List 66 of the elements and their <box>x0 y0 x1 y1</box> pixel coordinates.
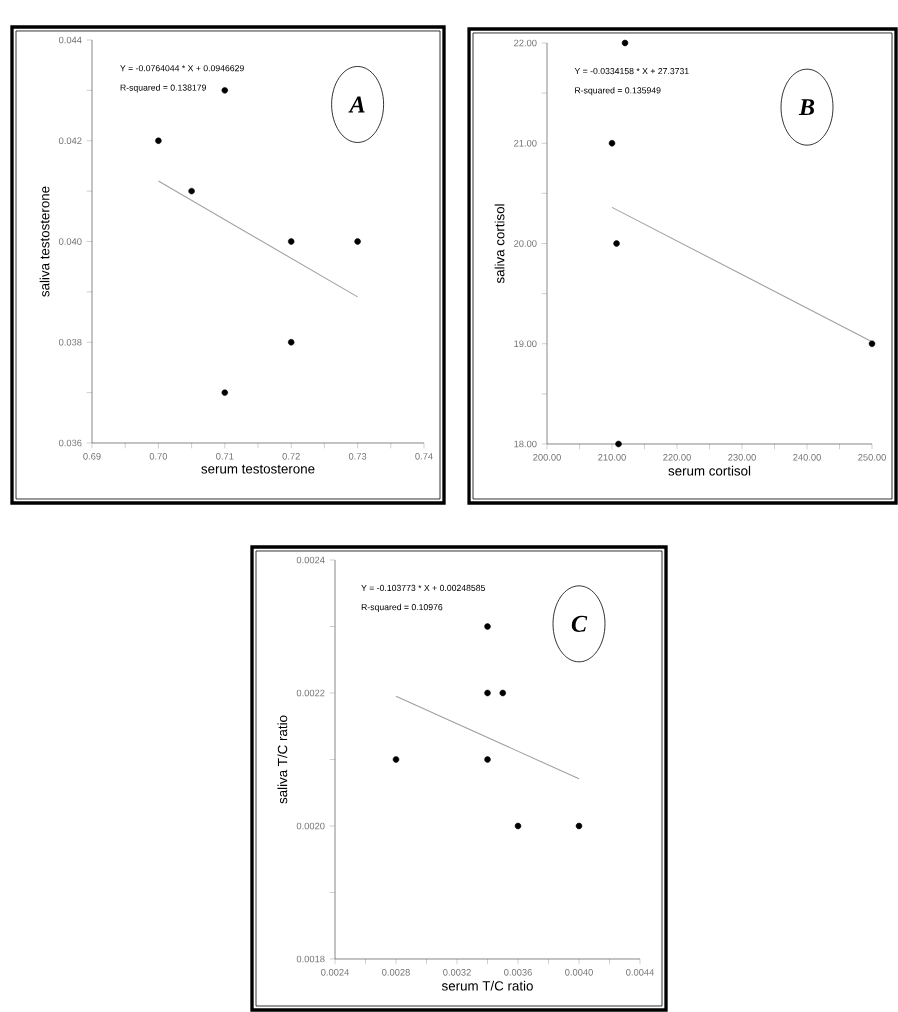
y-axis-title: saliva testosterone <box>39 186 50 297</box>
x-axis-title: serum T/C ratio <box>441 980 533 991</box>
y-tick-label: 0.0020 <box>296 822 325 830</box>
y-tick-label: 0.040 <box>58 238 82 245</box>
y-tick-label: 18.00 <box>514 440 537 448</box>
x-tick-label: 210.00 <box>598 454 626 461</box>
point <box>354 238 361 245</box>
y-axis-title: saliva T/C ratio <box>277 715 288 804</box>
point <box>613 240 620 247</box>
x-tick-label: 0.0044 <box>626 969 654 976</box>
x-tick-label: 240.00 <box>793 454 821 461</box>
y-tick-label: 0.0024 <box>296 556 325 564</box>
x-tick-label: 0.0024 <box>321 969 349 976</box>
y-tick-label: 0.0018 <box>296 955 325 963</box>
y-axis-title: saliva cortisol <box>494 204 505 284</box>
annotation: A <box>348 96 365 113</box>
point <box>514 822 522 830</box>
y-tick-label: 0.036 <box>58 439 82 447</box>
annotation: C <box>571 615 588 632</box>
annotation: Y = -0.0334158 * X + 27.3731 <box>574 68 689 75</box>
x-tick-label: 0.0036 <box>504 969 532 976</box>
y-tick-label: 20.00 <box>514 240 537 247</box>
x-tick-label: 0.0040 <box>565 969 593 976</box>
x-axis-title: serum cortisol <box>668 465 751 476</box>
annotation: R-squared = 0.10976 <box>361 603 443 612</box>
point <box>484 623 491 630</box>
annotation: Y = -0.103773 * X + 0.00248585 <box>361 584 486 591</box>
y-tick-label: 19.00 <box>514 340 537 348</box>
x-tick-label: 0.0032 <box>443 969 471 976</box>
x-tick-label: 0.69 <box>83 453 101 460</box>
point <box>484 756 491 763</box>
y-tick-label: 22.00 <box>514 39 537 47</box>
point <box>868 340 876 347</box>
annotation: R-squared = 0.135949 <box>575 87 661 96</box>
annotation: Y = -0.0764044 * X + 0.0946629 <box>120 65 244 72</box>
y-tick-label: 0.042 <box>58 137 82 145</box>
point <box>155 137 162 144</box>
annotation: R-squared = 0.138179 <box>120 84 207 93</box>
x-tick-label: 0.71 <box>216 453 234 460</box>
y-tick-label: 21.00 <box>514 139 537 147</box>
x-tick-label: 0.72 <box>282 453 300 460</box>
point <box>221 87 228 94</box>
point <box>499 689 506 697</box>
point <box>615 440 622 448</box>
x-axis-title: serum testosterone <box>201 464 315 474</box>
x-tick-label: 0.74 <box>415 453 433 460</box>
point <box>392 756 400 763</box>
point <box>188 187 195 195</box>
point <box>484 689 491 697</box>
x-tick-label: 230.00 <box>728 454 756 461</box>
point <box>288 238 295 245</box>
y-tick-label: 0.0022 <box>296 689 325 697</box>
y-tick-label: 0.044 <box>58 36 82 44</box>
point <box>575 822 583 830</box>
x-tick-label: 250.00 <box>858 454 886 461</box>
x-tick-label: 200.00 <box>533 454 561 461</box>
point <box>608 140 616 147</box>
x-tick-label: 0.0028 <box>382 969 410 976</box>
annotation: B <box>798 99 815 116</box>
point <box>288 339 295 346</box>
x-tick-label: 0.70 <box>149 453 168 460</box>
point <box>221 389 228 396</box>
y-tick-label: 0.038 <box>58 338 82 346</box>
point <box>621 39 629 47</box>
x-tick-label: 0.73 <box>348 453 367 460</box>
x-tick-label: 220.00 <box>663 454 691 461</box>
